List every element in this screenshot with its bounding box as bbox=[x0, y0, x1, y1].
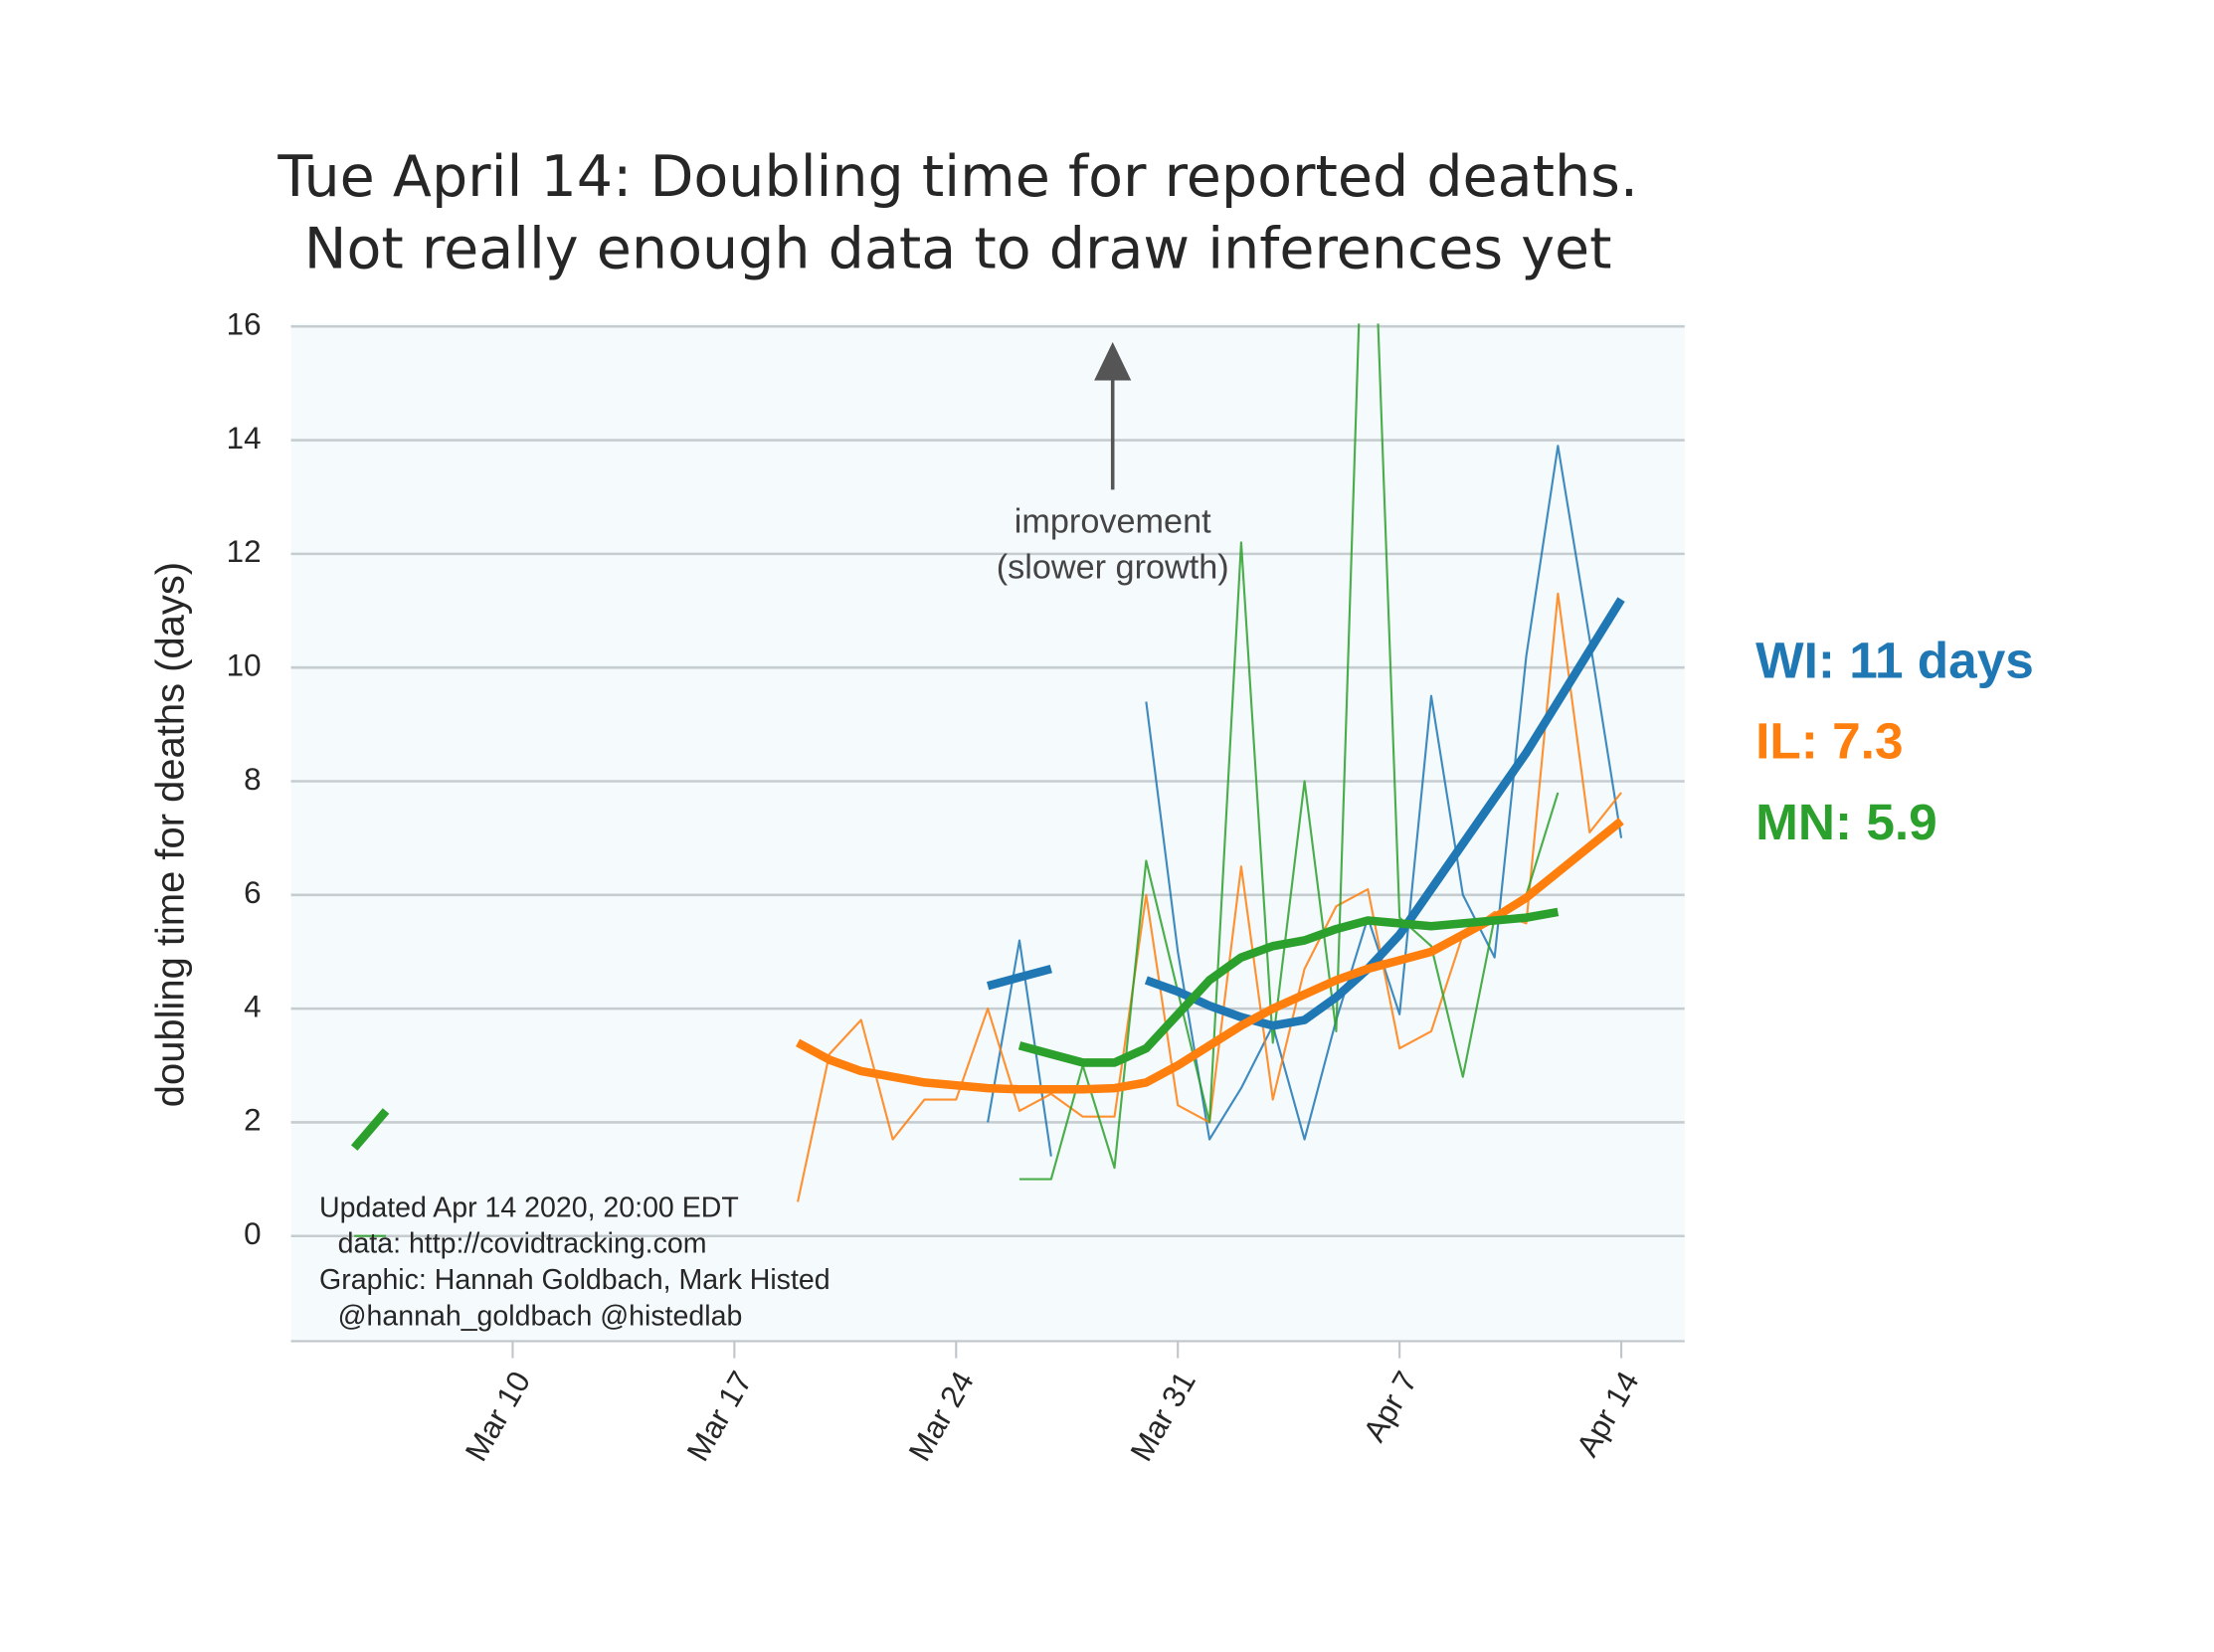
plot-area bbox=[290, 323, 1685, 1343]
y-tick-label: 0 bbox=[244, 1216, 261, 1251]
y-tick-label: 4 bbox=[244, 989, 261, 1023]
x-tick-label: Mar 17 bbox=[680, 1366, 759, 1467]
y-axis-label: doubling time for deaths (days) bbox=[149, 562, 193, 1107]
footer-text: Updated Apr 14 2020, 20:00 EDT bbox=[319, 1192, 739, 1223]
end-label: IL: 7.3 bbox=[1755, 713, 1903, 770]
annotation: (slower growth) bbox=[997, 548, 1229, 586]
chart-title: Not really enough data to draw inference… bbox=[304, 217, 1612, 282]
footer-text: Graphic: Hannah Goldbach, Mark Histed bbox=[319, 1264, 830, 1296]
end-label: WI: 11 days bbox=[1755, 632, 2034, 688]
end-label: MN: 5.9 bbox=[1755, 794, 1937, 850]
x-tick-label: Apr 7 bbox=[1357, 1366, 1424, 1447]
series-line bbox=[350, 907, 1560, 1151]
series-line bbox=[354, 323, 1560, 1237]
x-tick-label: Mar 31 bbox=[1124, 1366, 1202, 1467]
annotation-arrowhead bbox=[1094, 341, 1132, 381]
y-tick-label: 10 bbox=[227, 647, 262, 682]
series-line bbox=[987, 597, 1625, 1030]
y-tick-label: 6 bbox=[244, 875, 261, 910]
chart-title: Tue April 14: Doubling time for reported… bbox=[277, 144, 1638, 210]
x-tick-label: Mar 24 bbox=[902, 1366, 981, 1467]
lines bbox=[350, 323, 1625, 1237]
y-tick-label: 16 bbox=[227, 307, 262, 342]
labels: Tue April 14: Doubling time for reported… bbox=[149, 144, 2034, 1467]
y-tick-label: 2 bbox=[244, 1103, 261, 1138]
x-tick-label: Mar 10 bbox=[459, 1366, 537, 1467]
footer-text: data: http://covidtracking.com bbox=[338, 1228, 707, 1260]
x-tick-label: Apr 14 bbox=[1569, 1366, 1646, 1463]
footer-text: @hannah_goldbach @histedlab bbox=[338, 1300, 743, 1332]
y-tick-label: 14 bbox=[227, 421, 262, 456]
y-tick-label: 12 bbox=[227, 534, 262, 569]
grid bbox=[290, 324, 1685, 1359]
annotation: improvement bbox=[1015, 503, 1211, 541]
y-tick-label: 8 bbox=[244, 762, 261, 797]
